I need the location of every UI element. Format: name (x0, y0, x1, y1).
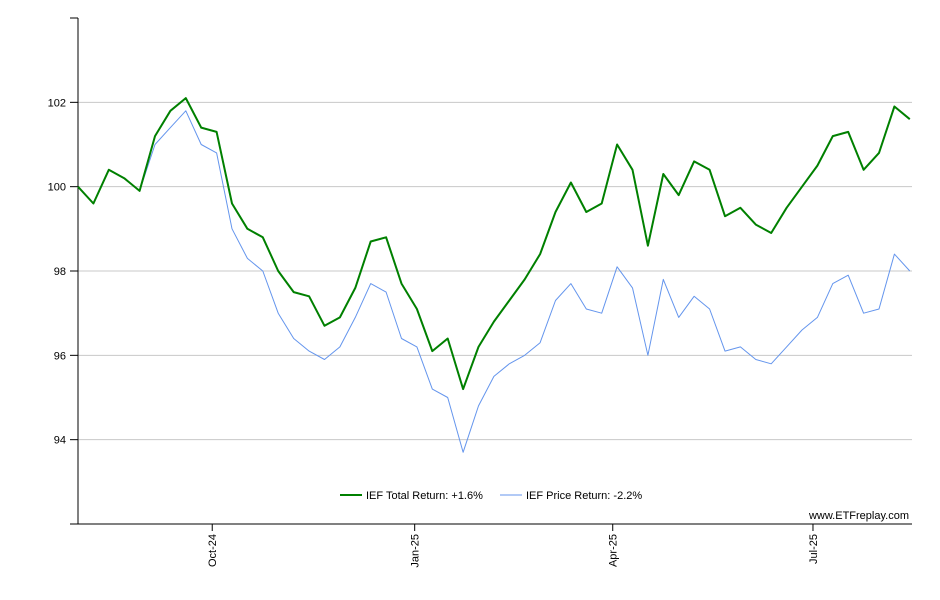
legend-label-price: IEF Price Return: -2.2% (526, 490, 642, 502)
y-tick-label: 100 (48, 182, 66, 194)
watermark: www.ETFreplay.com (808, 510, 909, 522)
x-tick-label: Jan-25 (410, 534, 422, 568)
axes: 94 96 98 100 102 Oct-24 Jan-25 Apr-25 Jul-25 (48, 17, 912, 568)
series-line-total (77, 97, 911, 391)
series-lines (77, 97, 911, 453)
y-tick-label: 98 (54, 266, 66, 278)
y-tick-label: 102 (48, 97, 66, 109)
x-tick-label: Apr-25 (608, 534, 620, 567)
x-tick-label: Oct-24 (207, 534, 219, 567)
y-tick-label: 94 (54, 435, 66, 447)
y-tick-label: 96 (54, 350, 66, 362)
legend: IEF Total Return: +1.6% IEF Price Return… (340, 490, 642, 502)
grid (78, 101, 912, 441)
x-tick-label: Jul-25 (808, 534, 820, 564)
series-line-price (77, 110, 911, 453)
legend-label-total: IEF Total Return: +1.6% (366, 490, 483, 502)
